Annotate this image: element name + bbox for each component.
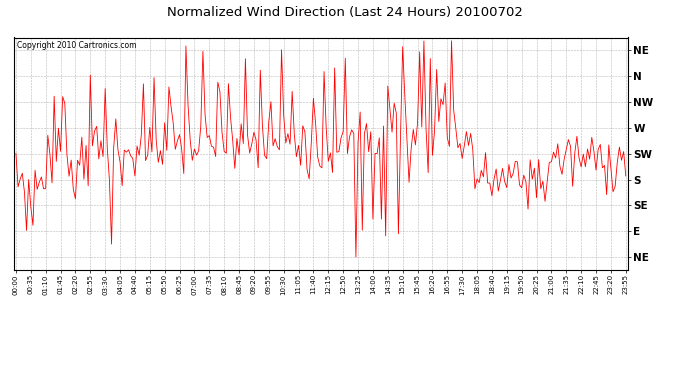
- Text: Copyright 2010 Cartronics.com: Copyright 2010 Cartronics.com: [17, 41, 137, 50]
- Text: Normalized Wind Direction (Last 24 Hours) 20100702: Normalized Wind Direction (Last 24 Hours…: [167, 6, 523, 19]
